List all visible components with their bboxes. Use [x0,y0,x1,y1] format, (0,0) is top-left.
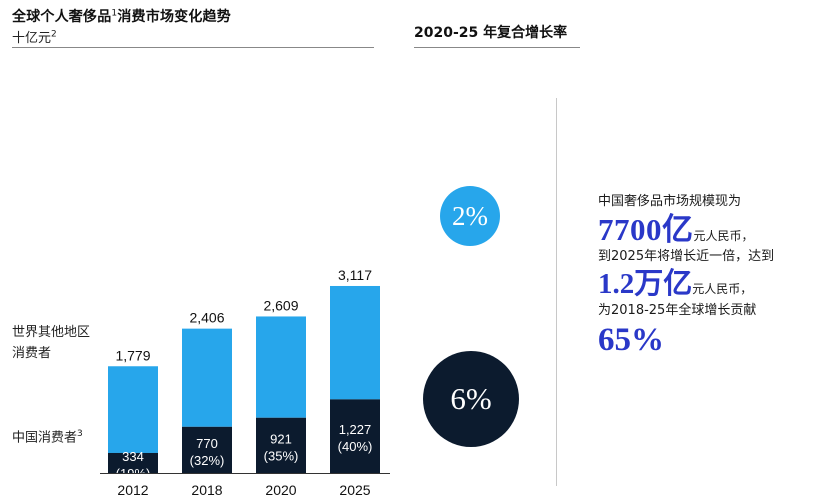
x-tick-2012: 2012 [117,482,148,498]
x-tick-2018: 2018 [191,482,222,498]
total-label-2012: 1,779 [115,347,150,363]
chart-title: 全球个人奢侈品1消费市场变化趋势 [12,8,231,25]
callout-panel: 中国奢侈品市场规模现为 7700亿元人民币， 到2025年将增长近一倍，达到 1… [598,191,810,358]
legend-world: 世界其他地区消费者 [12,325,91,361]
china-value-label-2018: 770 [196,436,218,451]
callout-line-1: 中国奢侈品市场规模现为 [598,194,742,209]
china-value-label-2025: 1,227 [339,422,372,437]
callout-line-5: 为2018-25年全球增长贡献 [598,303,757,318]
total-label-2025: 3,117 [338,267,372,283]
total-label-2020: 2,609 [263,297,298,313]
callout-unit-2: 元人民币， [692,282,753,296]
cagr-world-value: 2% [452,200,488,231]
china-share-label-2025: (40%) [338,439,373,454]
bar-china-2020 [256,417,306,473]
callout-line-3: 到2025年将增长近一倍，达到 [598,249,775,264]
cagr-china-value: 6% [450,381,492,416]
china-share-label-2020: (35%) [264,448,299,463]
bar-china-2025 [330,399,380,473]
bar-world-2020 [256,316,306,418]
cagr-china-circle: 6% [423,351,519,447]
bar-world-2012 [108,366,158,453]
callout-big-1: 7700亿 [598,212,694,247]
total-label-2018: 2,406 [189,310,224,326]
unit-label: 十亿元2 [12,29,57,46]
bar-china-2018 [182,426,232,473]
cagr-title: 2020-25 年复合增长率 [414,25,568,41]
legend-china: 中国消费者3 [12,429,83,446]
vertical-divider [556,98,557,486]
china-value-label-2012: 334 [122,449,144,464]
bar-world-2018 [182,328,232,427]
callout-unit-1: 元人民币， [693,229,754,243]
x-tick-2020: 2020 [265,482,296,498]
cagr-world-circle: 2% [440,186,500,246]
bar-world-2025 [330,285,380,400]
callout-big-3: 65% [598,322,664,358]
china-value-label-2020: 921 [270,431,292,446]
cagr-rule [414,47,580,48]
title-rule [12,47,374,48]
x-tick-2025: 2025 [339,482,370,498]
bar-china-2012 [108,452,158,473]
china-share-label-2018: (32%) [190,453,225,468]
callout-big-2: 1.2万亿 [598,268,693,300]
